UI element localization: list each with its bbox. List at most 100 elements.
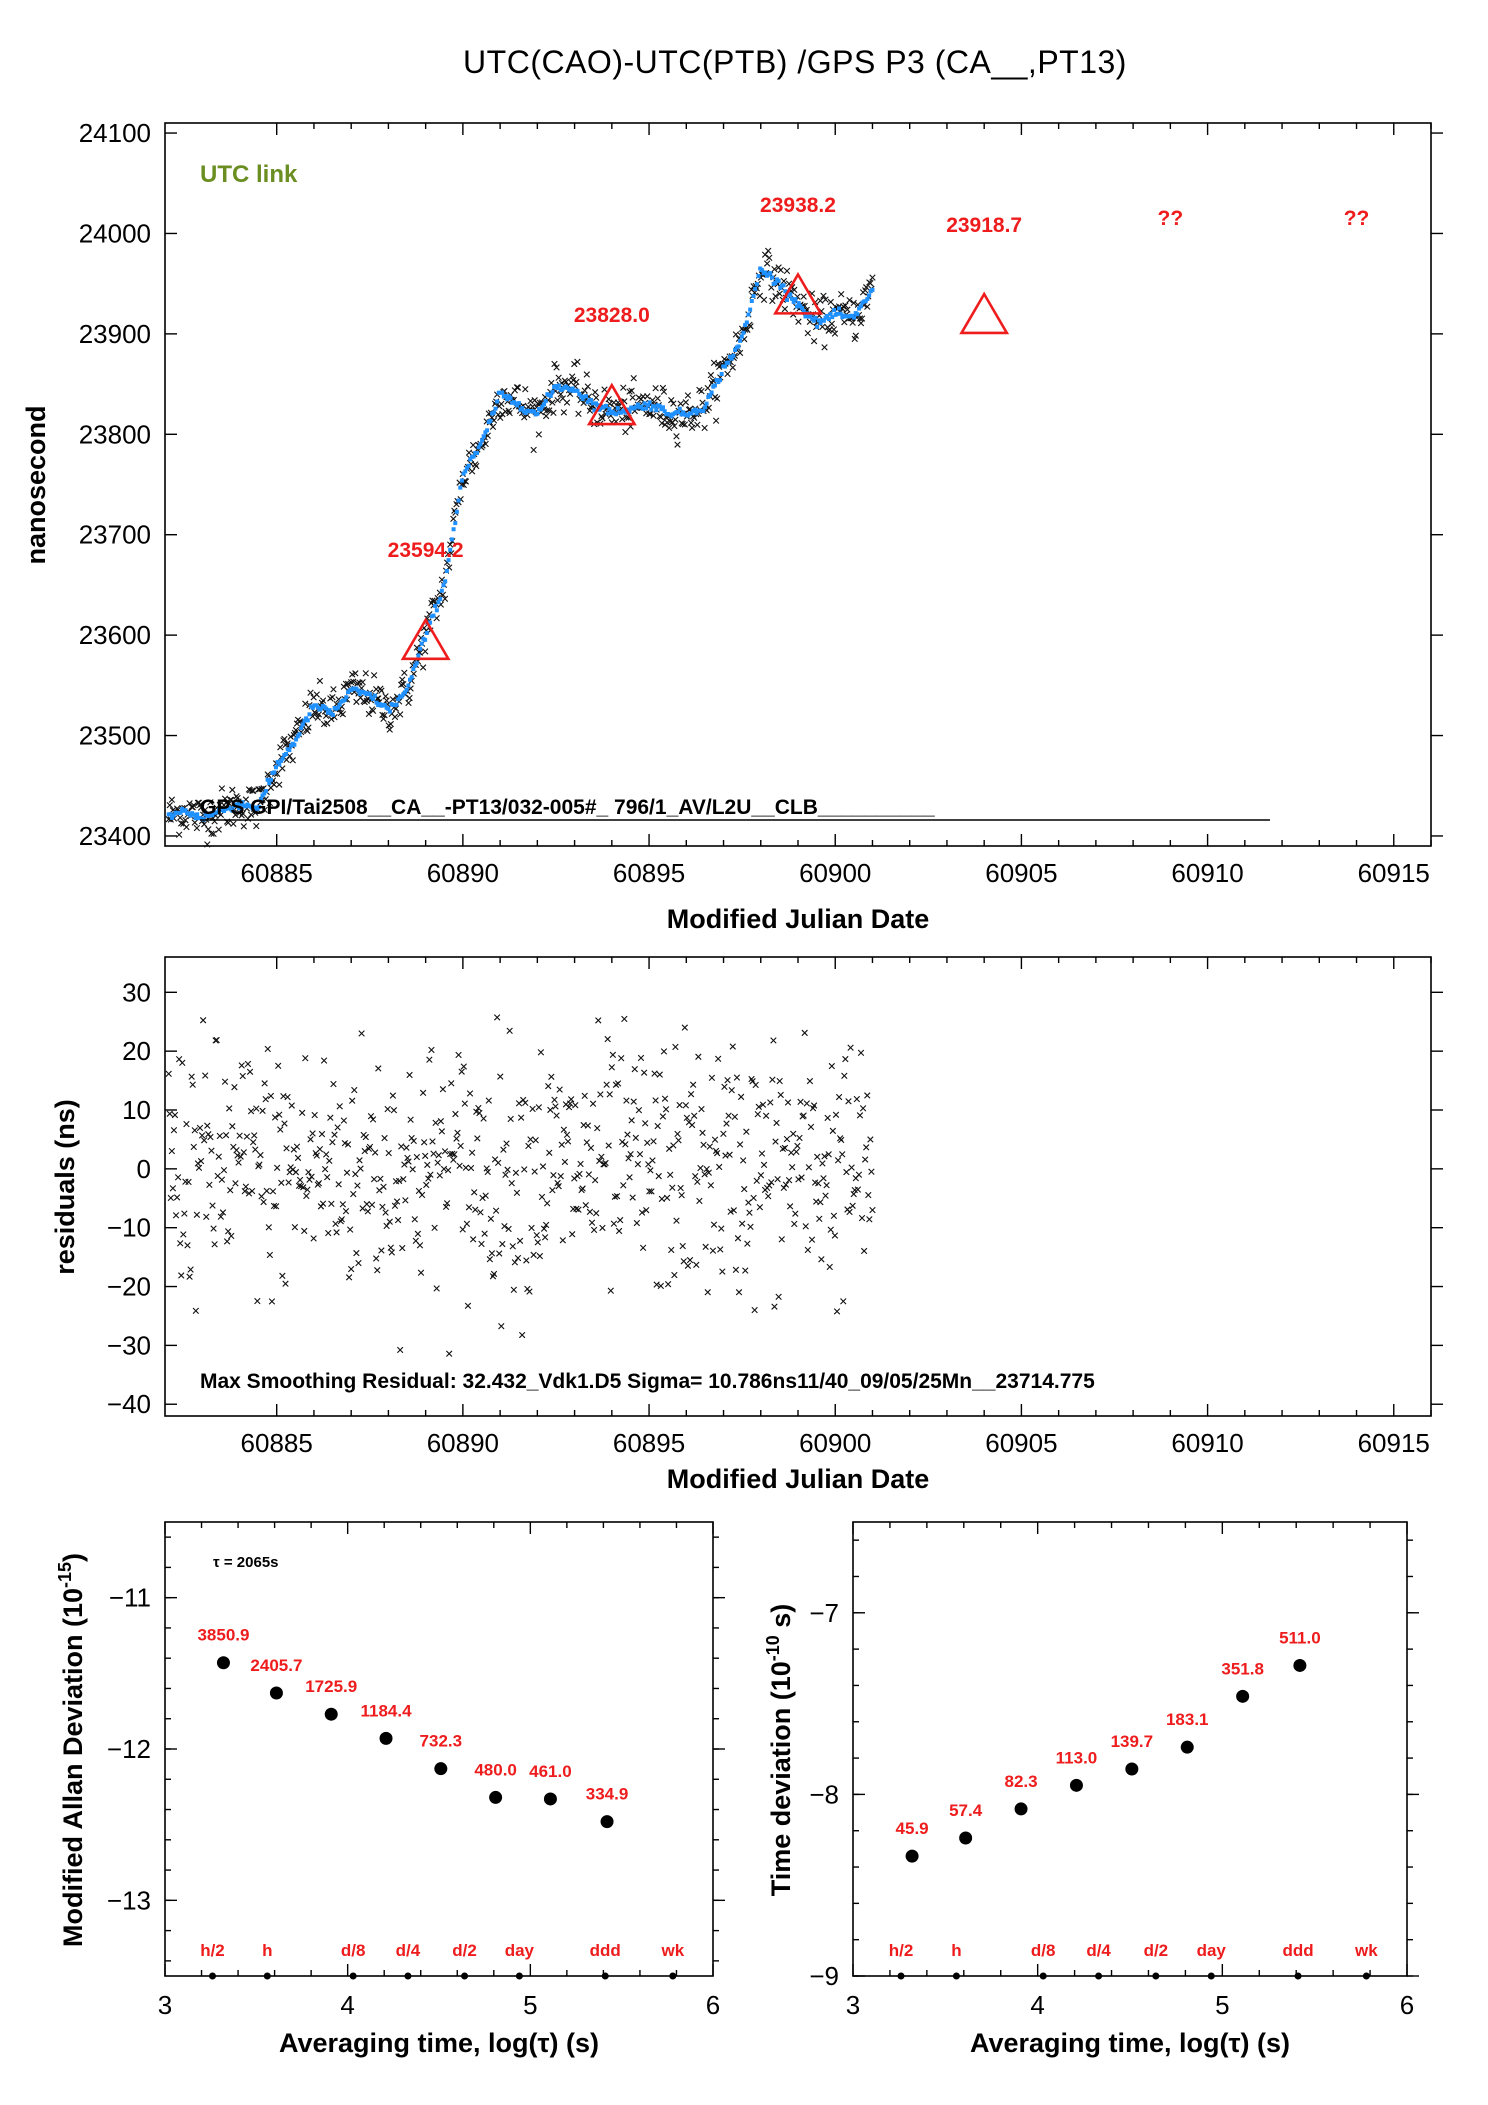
- raw-point: [383, 697, 390, 704]
- residual-point: [222, 1131, 230, 1139]
- residual-point: [771, 1303, 778, 1310]
- residual-point: [313, 1152, 320, 1159]
- raw-point: [684, 392, 692, 399]
- residual-point: [503, 1140, 510, 1147]
- raw-point: [736, 349, 744, 357]
- residual-point: [466, 1090, 474, 1097]
- residual-point: [219, 1209, 227, 1216]
- raw-point: [869, 274, 876, 281]
- residual-point: [260, 1198, 267, 1206]
- smoothed-point: [540, 404, 545, 409]
- residual-point: [841, 1072, 848, 1080]
- smoothed-point: [583, 394, 588, 399]
- residual-point: [669, 1184, 676, 1191]
- residual-point: [468, 1149, 476, 1156]
- residual-point: [721, 1083, 728, 1090]
- deviation-point: [1293, 1658, 1307, 1672]
- residual-point: [529, 1105, 536, 1113]
- residual-point: [849, 1202, 856, 1209]
- residual-point: [713, 1149, 721, 1157]
- tdev-ylabel-exp: -10: [763, 1635, 783, 1661]
- smoothed-point: [657, 404, 662, 409]
- smoothed-point: [466, 463, 471, 468]
- residual-point: [530, 1251, 537, 1259]
- residual-point: [308, 1173, 315, 1180]
- residual-point: [464, 1302, 472, 1309]
- residual-point: [417, 1269, 425, 1276]
- raw-point: [261, 806, 268, 814]
- residual-point: [575, 1206, 582, 1213]
- interval-label: day: [505, 1941, 535, 1960]
- raw-point: [370, 672, 378, 679]
- residual-point: [627, 1150, 634, 1158]
- smoothed-point: [815, 324, 820, 329]
- smoothed-point: [399, 694, 404, 699]
- smoothed-point: [816, 318, 821, 323]
- residual-point: [611, 1193, 619, 1200]
- interval-label: d/4: [1086, 1941, 1111, 1960]
- raw-point: [230, 820, 237, 827]
- residual-point: [318, 1130, 326, 1138]
- residual-point: [439, 1086, 447, 1093]
- residual-point: [355, 1259, 362, 1267]
- residual-point: [267, 1092, 275, 1100]
- residual-point: [387, 1244, 394, 1251]
- raw-point: [200, 821, 208, 828]
- residual-point: [345, 1274, 353, 1281]
- residual-point: [235, 1159, 242, 1166]
- residual-point: [835, 1093, 843, 1101]
- residual-point: [352, 1170, 359, 1178]
- smoothed-point: [857, 306, 862, 311]
- smoothed-point: [588, 398, 593, 403]
- raw-point: [548, 379, 555, 387]
- y-tick-label: 24000: [79, 218, 151, 248]
- residual-point: [241, 1188, 249, 1195]
- residual-point: [422, 1152, 429, 1160]
- residual-point: [434, 1159, 441, 1166]
- raw-point: [380, 715, 387, 723]
- smoothed-point: [778, 285, 783, 290]
- residual-point: [695, 1053, 702, 1060]
- residual-point: [689, 1081, 697, 1088]
- raw-point: [543, 407, 551, 414]
- residual-point: [450, 1156, 457, 1163]
- raw-point: [439, 591, 447, 599]
- residual-point: [295, 1182, 303, 1189]
- residual-point: [684, 1262, 692, 1269]
- smoothed-point: [744, 320, 749, 325]
- deviation-point: [1236, 1689, 1250, 1703]
- raw-point: [747, 323, 754, 330]
- residual-point: [640, 1069, 648, 1076]
- residual-point: [709, 1247, 717, 1254]
- smoothed-point: [178, 810, 183, 815]
- smoothed-point: [741, 330, 746, 335]
- residual-point: [303, 1192, 310, 1200]
- raw-point: [315, 711, 323, 718]
- residual-point: [732, 1266, 740, 1274]
- residual-point: [238, 1062, 245, 1069]
- residual-point: [475, 1104, 482, 1112]
- residual-point: [347, 1265, 355, 1273]
- residual-point: [858, 1214, 866, 1222]
- residual-point: [391, 1202, 399, 1210]
- raw-point: [422, 648, 429, 655]
- smoothed-point: [480, 438, 485, 443]
- residual-point: [755, 1103, 763, 1111]
- residual-point: [547, 1106, 554, 1114]
- deviation-label: 732.3: [420, 1732, 463, 1751]
- raw-point: [646, 410, 653, 418]
- residual-point: [183, 1120, 190, 1128]
- residual-point: [366, 1143, 374, 1151]
- raw-point: [698, 387, 705, 395]
- raw-point: [506, 409, 513, 417]
- smoothed-point: [240, 800, 245, 805]
- smoothed-point: [580, 397, 585, 402]
- residual-point: [826, 1263, 833, 1271]
- page-title: UTC(CAO)-UTC(PTB) /GPS P3 (CA__,PT13): [463, 44, 1127, 80]
- residual-point: [271, 1114, 279, 1121]
- residual-point: [625, 1155, 632, 1162]
- residual-point: [594, 1124, 601, 1132]
- residual-point: [482, 1192, 489, 1199]
- y-tick-label: 24100: [79, 118, 151, 148]
- deviation-point: [1069, 1778, 1083, 1792]
